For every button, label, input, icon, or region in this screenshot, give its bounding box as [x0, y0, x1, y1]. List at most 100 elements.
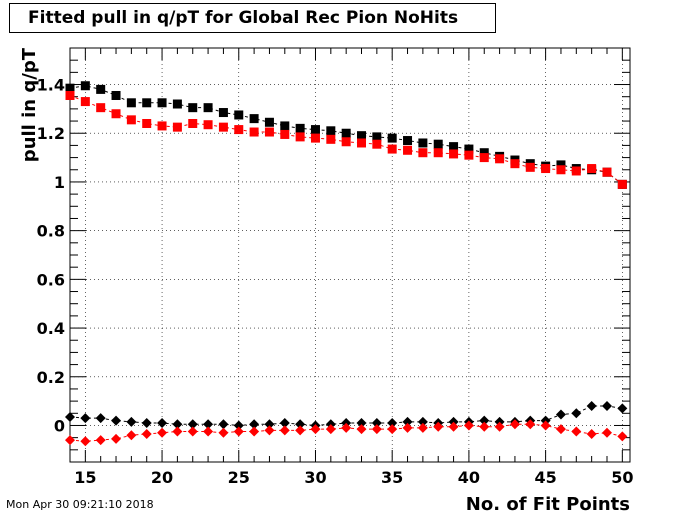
tick-layer: 15 20 25 30 35 40 45 50 0 0.2 0.4 0.6 0.8 1 1.2 1.4 — [37, 47, 633, 487]
data-point — [126, 430, 137, 441]
series-3 — [65, 419, 628, 447]
data-point — [571, 408, 582, 419]
data-point — [141, 418, 152, 429]
data-point — [403, 145, 413, 155]
data-point — [325, 424, 336, 435]
timestamp: Mon Apr 30 09:21:10 2018 — [6, 498, 154, 511]
data-point — [464, 150, 474, 160]
data-point — [479, 415, 490, 426]
data-point — [464, 144, 474, 154]
data-point — [341, 128, 351, 138]
data-point — [65, 83, 75, 93]
data-point — [371, 418, 382, 429]
data-point — [586, 400, 597, 411]
data-point — [433, 139, 443, 149]
data-point — [326, 134, 336, 144]
data-point — [172, 99, 182, 109]
data-point — [264, 127, 274, 137]
y-tick-label: 1 — [54, 173, 65, 192]
data-point — [449, 142, 459, 152]
data-point — [249, 114, 259, 124]
data-point — [172, 426, 183, 437]
data-point — [111, 90, 121, 100]
chart-title: Fitted pull in q/pT for Global Rec Pion … — [28, 8, 459, 28]
data-point — [387, 144, 397, 154]
data-point — [157, 427, 168, 438]
y-tick-label: 0.8 — [37, 222, 65, 241]
data-point — [249, 426, 260, 437]
data-point — [279, 418, 290, 429]
x-tick-label: 30 — [304, 468, 326, 487]
data-point — [264, 425, 275, 436]
data-point — [111, 415, 122, 426]
x-tick-label: 50 — [611, 468, 633, 487]
data-point — [218, 427, 229, 438]
data-point — [525, 419, 536, 430]
x-tick-label: 20 — [151, 468, 173, 487]
data-point — [188, 118, 198, 128]
data-point — [234, 125, 244, 135]
data-point — [448, 421, 459, 432]
data-point — [80, 97, 90, 107]
data-point — [402, 416, 413, 427]
data-point — [280, 121, 290, 131]
chart-title-box: Fitted pull in q/pT for Global Rec Pion … — [9, 3, 496, 33]
data-point — [234, 110, 244, 120]
data-point — [95, 435, 106, 446]
data-point — [157, 418, 168, 429]
y-tick-label: 0.6 — [37, 270, 65, 289]
x-tick-label: 15 — [74, 468, 96, 487]
data-point — [310, 424, 321, 435]
data-point — [126, 115, 136, 125]
x-tick-label: 40 — [458, 468, 480, 487]
data-point — [218, 108, 228, 118]
data-point — [126, 416, 137, 427]
data-point — [341, 422, 352, 433]
data-point — [403, 136, 413, 146]
data-point — [371, 424, 382, 435]
data-point — [96, 103, 106, 113]
data-point — [510, 159, 520, 169]
data-point — [357, 131, 367, 141]
data-point — [555, 409, 566, 420]
data-point — [295, 419, 306, 430]
data-point — [141, 428, 152, 439]
data-point — [571, 166, 581, 176]
data-point — [463, 420, 474, 431]
data-point — [571, 426, 582, 437]
data-point — [402, 422, 413, 433]
data-point — [387, 133, 397, 143]
data-point — [233, 420, 244, 431]
data-point — [479, 148, 489, 158]
data-point — [387, 418, 398, 429]
data-point — [525, 162, 535, 172]
series-1 — [65, 90, 627, 189]
data-point — [80, 436, 91, 447]
data-point — [495, 154, 505, 164]
data-point — [494, 421, 505, 432]
data-point — [433, 421, 444, 432]
data-point — [187, 426, 198, 437]
data-point — [203, 120, 213, 130]
data-point — [264, 117, 274, 127]
y-tick-label: 1.4 — [37, 76, 65, 95]
data-point — [372, 139, 382, 149]
data-point — [111, 109, 121, 119]
data-point — [65, 90, 75, 100]
y-tick-label: 0 — [54, 416, 65, 435]
plot-area — [69, 47, 631, 463]
data-point — [126, 98, 136, 108]
data-point — [65, 411, 75, 422]
data-point — [142, 118, 152, 128]
data-point — [418, 148, 428, 158]
x-axis-label: No. of Fit Points — [466, 494, 630, 514]
data-point — [617, 179, 627, 189]
data-point — [509, 419, 520, 430]
data-point — [617, 403, 628, 414]
y-tick-label: 1.2 — [37, 124, 65, 143]
data-point — [295, 425, 306, 436]
data-point — [95, 413, 106, 424]
data-point — [295, 123, 305, 133]
data-point — [417, 416, 428, 427]
